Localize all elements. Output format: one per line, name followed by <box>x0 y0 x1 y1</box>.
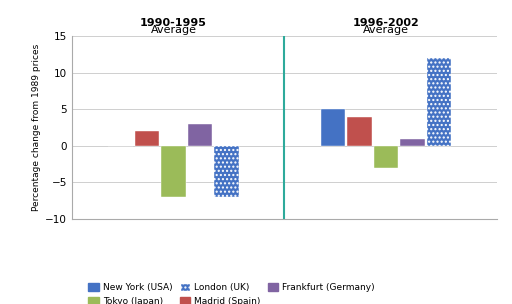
Text: Average: Average <box>151 25 197 35</box>
Text: 1996-2002: 1996-2002 <box>353 18 419 28</box>
Bar <box>188 124 212 146</box>
Bar <box>400 139 425 146</box>
Bar <box>321 109 345 146</box>
Bar <box>161 146 186 197</box>
Text: Average: Average <box>363 25 409 35</box>
Bar <box>215 146 239 197</box>
Legend: New York (USA), Tokyo (Japan), London (UK), Madrid (Spain), Frankfurt (Germany): New York (USA), Tokyo (Japan), London (U… <box>84 279 378 304</box>
Bar <box>427 58 451 146</box>
Y-axis label: Percentage change from 1989 prices: Percentage change from 1989 prices <box>32 44 41 211</box>
Bar <box>135 131 159 146</box>
Bar <box>374 146 398 168</box>
Text: 1990-1995: 1990-1995 <box>140 18 207 28</box>
Bar <box>347 117 372 146</box>
